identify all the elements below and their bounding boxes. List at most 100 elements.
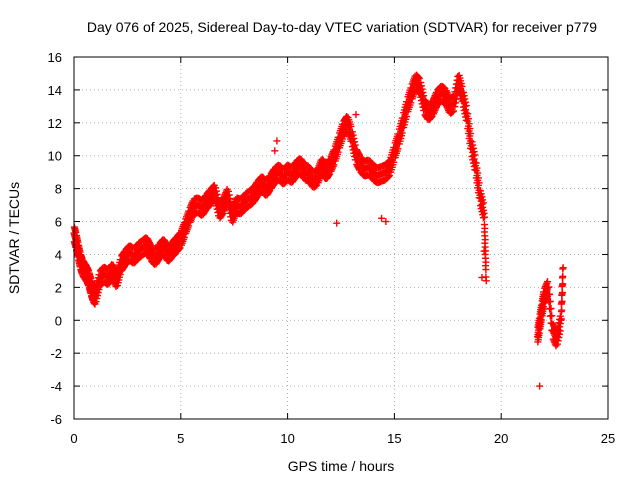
data-point (214, 194, 222, 202)
data-point (112, 283, 120, 291)
data-point (474, 169, 482, 177)
data-point (558, 289, 566, 297)
data-point-outlier (378, 214, 386, 222)
y-tick-label: -2 (50, 346, 62, 361)
data-point (350, 142, 358, 150)
data-point (465, 120, 473, 128)
x-tick-label: 0 (70, 431, 77, 446)
data-point (555, 334, 563, 342)
data-point (482, 266, 490, 274)
data-point (462, 109, 470, 117)
y-tick-labels: -6 -4 -2 0 2 4 6 8 10 12 14 16 (48, 50, 62, 427)
data-point (464, 115, 472, 123)
data-point-outlier (382, 218, 390, 226)
data-point (213, 190, 221, 198)
data-point (325, 171, 333, 179)
y-axis-title: SDTVAR / TECUs (6, 182, 22, 294)
x-tick-label: 15 (387, 431, 401, 446)
y-tick-label: -6 (50, 412, 62, 427)
data-point (461, 95, 469, 103)
data-point (559, 280, 567, 288)
data-point (467, 137, 475, 145)
y-tick-label: 8 (55, 182, 62, 197)
data-point (330, 161, 338, 169)
data-point (547, 304, 555, 312)
data-point-outlier (271, 147, 279, 155)
y-tick-label: -4 (50, 379, 62, 394)
data-point (472, 159, 480, 167)
data-point (419, 88, 427, 96)
data-point (468, 138, 476, 146)
data-point (398, 129, 406, 137)
data-point (559, 264, 567, 272)
data-point (175, 245, 183, 253)
data-point (481, 224, 489, 232)
data-point (482, 258, 490, 266)
data-point (475, 179, 483, 187)
data-point (535, 329, 543, 337)
data-point (385, 171, 393, 179)
data-point (546, 297, 554, 305)
x-tick-label: 5 (177, 431, 184, 446)
data-point (557, 315, 565, 323)
data-point (474, 174, 482, 182)
data-point (95, 286, 103, 294)
data-point (469, 152, 477, 160)
data-point (462, 98, 470, 106)
data-point (555, 326, 563, 334)
data-point (449, 107, 457, 115)
data-point (558, 297, 566, 305)
data-point-outlier (480, 247, 488, 255)
y-tick-label: 10 (48, 149, 62, 164)
data-point (458, 82, 466, 90)
data-point (554, 337, 562, 345)
data-point (556, 327, 564, 335)
data-point (482, 277, 490, 285)
data-point (351, 141, 359, 149)
data-point (385, 172, 393, 180)
x-tick-labels: 0 5 10 15 20 25 (70, 431, 615, 446)
data-point (480, 213, 488, 221)
data-point (347, 122, 355, 130)
data-point (470, 155, 478, 163)
data-point (471, 151, 479, 159)
x-axis-title: GPS time / hours (288, 458, 395, 474)
data-point (225, 191, 233, 199)
data-point (481, 236, 489, 244)
data-point (469, 144, 477, 152)
data-point (226, 195, 234, 203)
data-point (545, 283, 553, 291)
data-point (403, 113, 411, 121)
data-point (355, 150, 363, 158)
data-point (145, 239, 153, 247)
data-point (349, 131, 357, 139)
data-point-outlier (352, 111, 360, 119)
y-tick-label: 0 (55, 313, 62, 328)
data-point-outlier (478, 273, 486, 281)
data-point (390, 158, 398, 166)
data-point (225, 187, 233, 195)
data-point (479, 199, 487, 207)
data-point (417, 82, 425, 90)
data-point (473, 164, 481, 172)
data-point (415, 74, 423, 82)
data-point (74, 238, 82, 246)
data-point (469, 141, 477, 149)
data-point (466, 125, 474, 133)
data-point (537, 316, 545, 324)
y-tick-label: 16 (48, 50, 62, 65)
y-tick-label: 14 (48, 83, 62, 98)
data-point (420, 92, 428, 100)
data-point (452, 99, 460, 107)
data-point (185, 222, 193, 230)
x-tick-label: 25 (601, 431, 615, 446)
data-point (350, 134, 358, 142)
x-tick-label: 10 (280, 431, 294, 446)
data-points (70, 71, 567, 390)
data-point (462, 106, 470, 114)
data-point (418, 92, 426, 100)
data-point (459, 88, 467, 96)
data-point (558, 306, 566, 314)
